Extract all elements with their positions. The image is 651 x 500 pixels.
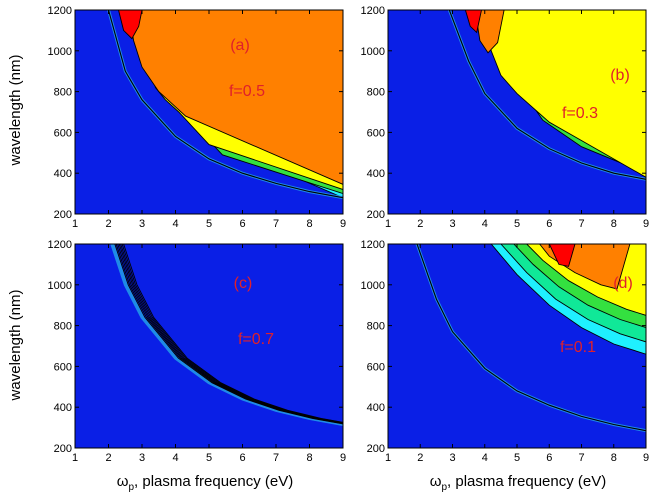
panel-d: 1 2 3 4 5 6 7 8 9 200 400 600 800 1000 1200 (d) f=0.1 <box>361 239 650 464</box>
x-axis-label-text: , plasma frequency (eV) <box>447 473 606 490</box>
x-tick-label: 6 <box>239 218 245 230</box>
x-axis-label-symbol: ω <box>117 473 129 490</box>
plot-area-d <box>388 244 646 448</box>
y-tick-label: 800 <box>54 87 72 99</box>
contour-band-5 <box>548 244 646 267</box>
y-tick-label: 600 <box>54 361 72 373</box>
panel-c: 1 2 3 4 5 6 7 8 9 200 400 600 800 1000 1200 (c) f=0.7 <box>48 239 347 464</box>
contour-band-5 <box>118 10 343 40</box>
x-axis-label-symbol: ω <box>430 473 442 490</box>
x-axis-label-left: ωp, plasma frequency (eV) <box>117 473 294 493</box>
contour-band-4 <box>474 10 646 54</box>
x-tick-label: 8 <box>306 452 312 464</box>
y-tick-label: 200 <box>54 443 72 455</box>
x-tick-label: 9 <box>340 452 346 464</box>
x-tick-label: 5 <box>514 452 520 464</box>
fill-fraction-annotation: f=0.7 <box>238 331 274 348</box>
y-tick-label: 1000 <box>48 46 72 58</box>
x-tick-label: 2 <box>417 218 423 230</box>
x-tick-label: 7 <box>273 218 279 230</box>
x-tick-label: 1 <box>72 218 78 230</box>
fill-fraction-annotation: f=0.1 <box>560 339 596 356</box>
panel-a: 1 2 3 4 5 6 7 8 9 200 400 600 800 1000 1200 (a) f=0.5 <box>48 5 347 230</box>
x-axis-label-right: ωp, plasma frequency (eV) <box>430 473 607 493</box>
fill-fraction-annotation: f=0.3 <box>562 105 598 122</box>
plot-area-b <box>388 10 646 214</box>
y-tick-label: 600 <box>54 127 72 139</box>
x-tick-label: 9 <box>643 452 649 464</box>
panel-label: (b) <box>610 67 630 84</box>
x-tick-label: 6 <box>239 452 245 464</box>
y-tick-label: 400 <box>54 402 72 414</box>
x-tick-label: 3 <box>449 218 455 230</box>
y-tick-label: 600 <box>367 127 385 139</box>
boundary-curve <box>448 10 646 180</box>
x-tick-label: 4 <box>482 452 488 464</box>
panel-b: 1 2 3 4 5 6 7 8 9 200 400 600 800 1000 1200 (b) f=0.3 <box>361 5 650 230</box>
x-tick-label: 2 <box>105 218 111 230</box>
x-axis-label-subscript: p <box>441 482 447 493</box>
contour-band-4 <box>128 10 343 185</box>
fill-fraction-annotation: f=0.5 <box>229 83 265 100</box>
y-tick-label: 1000 <box>361 280 385 292</box>
x-tick-label: 6 <box>546 218 552 230</box>
x-tick-label: 1 <box>72 452 78 464</box>
y-tick-label: 1000 <box>361 46 385 58</box>
y-tick-label: 1200 <box>361 5 385 17</box>
y-tick-label: 1200 <box>48 5 72 17</box>
plot-area-a <box>75 10 343 214</box>
x-tick-label: 4 <box>172 218 178 230</box>
y-tick-label: 200 <box>367 443 385 455</box>
x-tick-label: 3 <box>449 452 455 464</box>
contour-band-3 <box>484 10 646 178</box>
panel-label: (a) <box>230 37 250 54</box>
x-axis-label-text: , plasma frequency (eV) <box>134 473 293 490</box>
y-tick-label: 400 <box>367 168 385 180</box>
x-tick-label: 5 <box>206 218 212 230</box>
x-tick-label: 2 <box>417 452 423 464</box>
y-axis-label-top: wavelength (nm) <box>7 55 24 167</box>
x-tick-label: 8 <box>611 452 617 464</box>
y-tick-label: 200 <box>54 209 72 221</box>
x-tick-label: 5 <box>206 452 212 464</box>
y-tick-label: 200 <box>367 209 385 221</box>
x-tick-label: 8 <box>611 218 617 230</box>
y-tick-label: 1200 <box>48 239 72 251</box>
y-tick-label: 1200 <box>361 239 385 251</box>
y-tick-label: 400 <box>54 168 72 180</box>
x-tick-label: 4 <box>172 452 178 464</box>
y-tick-label: 800 <box>54 321 72 333</box>
y-tick-label: 400 <box>367 402 385 414</box>
x-tick-label: 4 <box>482 218 488 230</box>
x-tick-label: 2 <box>105 452 111 464</box>
x-tick-label: 7 <box>578 218 584 230</box>
panel-label: (d) <box>613 275 633 292</box>
x-tick-label: 8 <box>306 218 312 230</box>
x-tick-label: 5 <box>514 218 520 230</box>
panel-label: (c) <box>234 275 253 292</box>
contour-line <box>123 244 343 423</box>
x-tick-label: 7 <box>273 452 279 464</box>
x-tick-label: 9 <box>340 218 346 230</box>
boundary-curve <box>107 10 343 199</box>
x-tick-label: 7 <box>578 452 584 464</box>
x-tick-label: 6 <box>546 452 552 464</box>
x-tick-label: 1 <box>385 218 391 230</box>
y-tick-label: 1000 <box>48 280 72 292</box>
x-tick-label: 3 <box>139 218 145 230</box>
contour-band-5 <box>464 10 646 34</box>
x-axis-label-subscript: p <box>128 482 134 493</box>
x-tick-label: 1 <box>385 452 391 464</box>
y-tick-label: 800 <box>367 321 385 333</box>
y-tick-label: 600 <box>367 361 385 373</box>
x-tick-label: 3 <box>139 452 145 464</box>
plot-area-c <box>75 244 343 448</box>
boundary-curve <box>416 244 646 432</box>
y-axis-label-bottom: wavelength (nm) <box>7 290 24 402</box>
y-tick-label: 800 <box>367 87 385 99</box>
x-tick-label: 9 <box>643 218 649 230</box>
